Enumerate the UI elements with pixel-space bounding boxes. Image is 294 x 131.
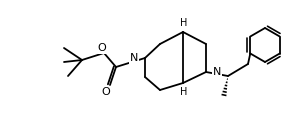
Text: O: O	[98, 43, 106, 53]
Text: N: N	[213, 67, 221, 77]
Text: N: N	[130, 53, 138, 63]
Text: H: H	[180, 87, 188, 97]
Text: O: O	[102, 87, 110, 97]
Text: H: H	[180, 18, 188, 28]
